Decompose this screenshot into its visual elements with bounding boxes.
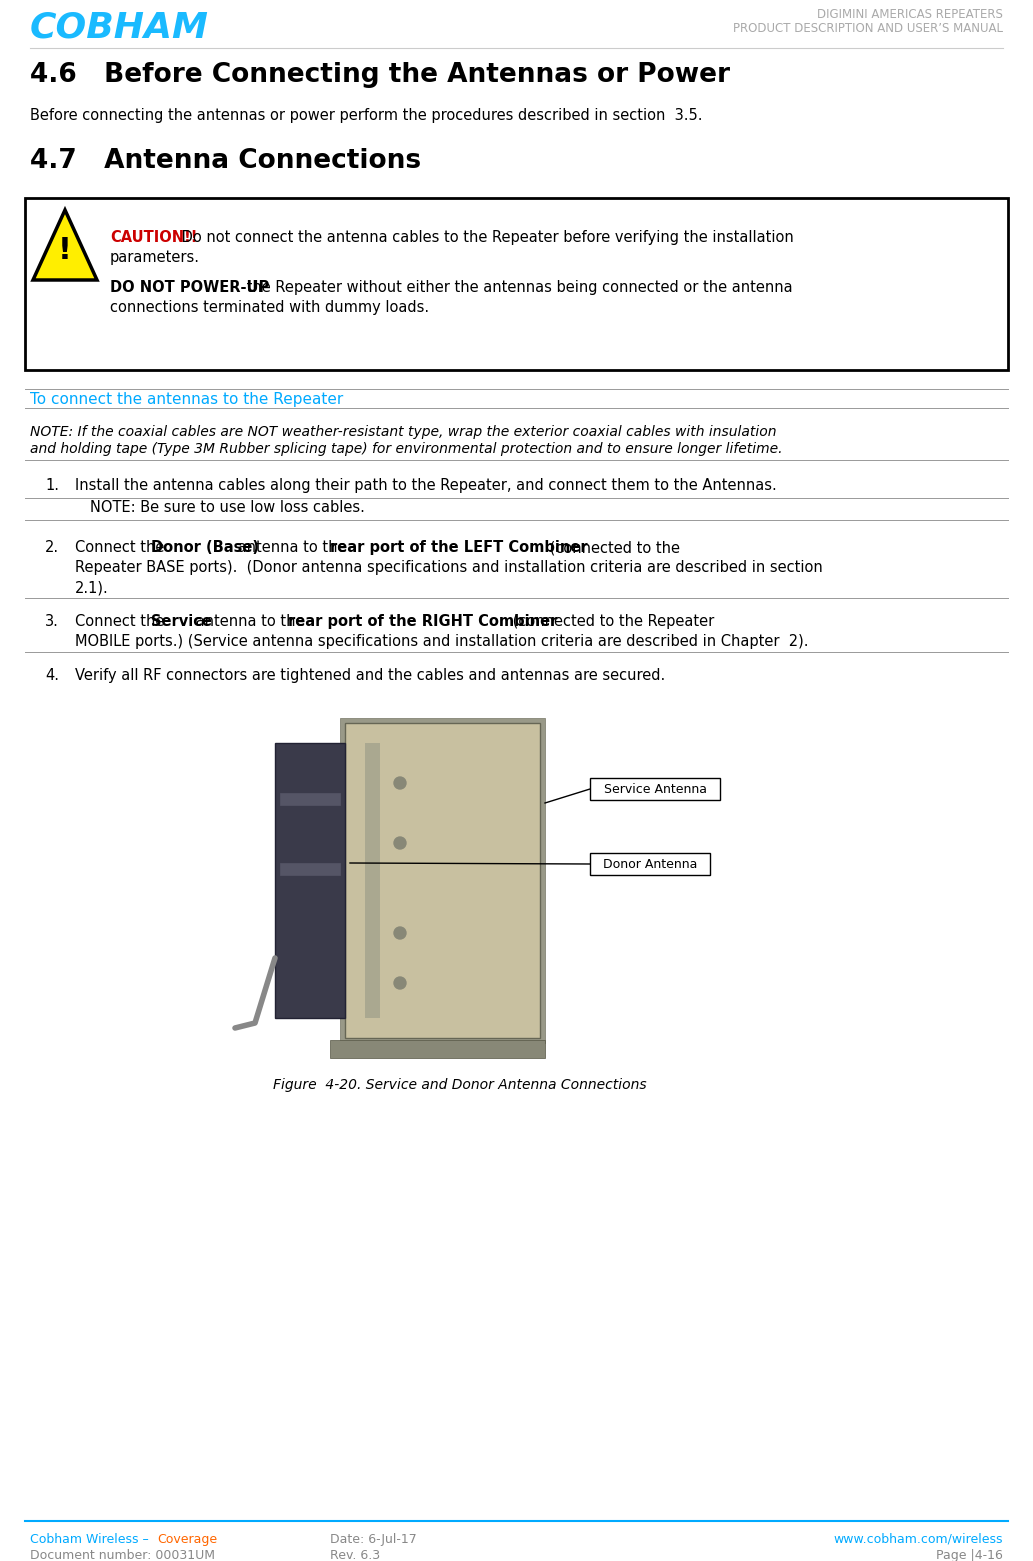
Text: 2.1).: 2.1). (75, 581, 108, 595)
Text: (connected to the: (connected to the (545, 540, 680, 556)
Text: www.cobham.com/wireless: www.cobham.com/wireless (834, 1533, 1003, 1545)
Text: !: ! (58, 236, 72, 264)
FancyBboxPatch shape (275, 743, 345, 1018)
FancyBboxPatch shape (25, 198, 1008, 370)
Text: 4.6   Before Connecting the Antennas or Power: 4.6 Before Connecting the Antennas or Po… (30, 62, 730, 87)
Text: Service: Service (151, 613, 212, 629)
Text: Repeater BASE ports).  (Donor antenna specifications and installation criteria a: Repeater BASE ports). (Donor antenna spe… (75, 560, 822, 574)
Text: Connect the: Connect the (75, 540, 169, 556)
Text: NOTE: Be sure to use low loss cables.: NOTE: Be sure to use low loss cables. (90, 500, 365, 515)
Text: 1.: 1. (45, 478, 59, 493)
Text: Donor (Base): Donor (Base) (151, 540, 259, 556)
Text: PRODUCT DESCRIPTION AND USER’S MANUAL: PRODUCT DESCRIPTION AND USER’S MANUAL (733, 22, 1003, 34)
Text: the Repeater without either the antennas being connected or the antenna: the Repeater without either the antennas… (242, 279, 792, 295)
Circle shape (394, 777, 406, 788)
Text: Before connecting the antennas or power perform the procedures described in sect: Before connecting the antennas or power … (30, 108, 702, 123)
Text: Do not connect the antenna cables to the Repeater before verifying the installat: Do not connect the antenna cables to the… (177, 229, 793, 245)
Text: Page |4-16: Page |4-16 (936, 1549, 1003, 1561)
Text: 2.: 2. (45, 540, 59, 556)
FancyBboxPatch shape (590, 777, 720, 799)
Text: Document number: 00031UM: Document number: 00031UM (30, 1549, 215, 1561)
FancyBboxPatch shape (365, 743, 380, 1018)
FancyBboxPatch shape (340, 718, 545, 1043)
FancyBboxPatch shape (280, 793, 340, 805)
Circle shape (394, 977, 406, 990)
Text: Install the antenna cables along their path to the Repeater, and connect them to: Install the antenna cables along their p… (75, 478, 777, 493)
Text: MOBILE ports.) (Service antenna specifications and installation criteria are des: MOBILE ports.) (Service antenna specific… (75, 634, 809, 649)
Text: Figure  4-20. Service and Donor Antenna Connections: Figure 4-20. Service and Donor Antenna C… (273, 1079, 647, 1093)
Text: and holding tape (Type 3M Rubber splicing tape) for environmental protection and: and holding tape (Type 3M Rubber splicin… (30, 442, 783, 456)
Text: DIGIMINI AMERICAS REPEATERS: DIGIMINI AMERICAS REPEATERS (817, 8, 1003, 20)
Text: CAUTION!!: CAUTION!! (109, 229, 197, 245)
Text: rear port of the LEFT Combiner: rear port of the LEFT Combiner (330, 540, 588, 556)
Text: Date: 6-Jul-17: Date: 6-Jul-17 (330, 1533, 416, 1545)
Text: NOTE: If the coaxial cables are NOT weather-resistant type, wrap the exterior co: NOTE: If the coaxial cables are NOT weat… (30, 425, 777, 439)
Text: Coverage: Coverage (157, 1533, 217, 1545)
FancyBboxPatch shape (280, 863, 340, 876)
Text: 4.: 4. (45, 668, 59, 684)
Text: Verify all RF connectors are tightened and the cables and antennas are secured.: Verify all RF connectors are tightened a… (75, 668, 665, 684)
Text: Service Antenna: Service Antenna (603, 782, 707, 796)
Text: COBHAM: COBHAM (30, 9, 209, 44)
Polygon shape (33, 211, 97, 279)
Text: antenna to the: antenna to the (233, 540, 351, 556)
FancyBboxPatch shape (590, 852, 710, 876)
Text: 4.7   Antenna Connections: 4.7 Antenna Connections (30, 148, 421, 173)
Text: DO NOT POWER-UP: DO NOT POWER-UP (109, 279, 270, 295)
Text: Rev. 6.3: Rev. 6.3 (330, 1549, 380, 1561)
Circle shape (394, 927, 406, 940)
Text: To connect the antennas to the Repeater: To connect the antennas to the Repeater (30, 392, 343, 407)
Text: Connect the: Connect the (75, 613, 169, 629)
Text: Donor Antenna: Donor Antenna (603, 857, 697, 871)
Text: rear port of the RIGHT Combiner: rear port of the RIGHT Combiner (288, 613, 558, 629)
FancyBboxPatch shape (345, 723, 540, 1038)
Text: (connected to the Repeater: (connected to the Repeater (508, 613, 714, 629)
Text: antenna to the: antenna to the (191, 613, 309, 629)
Text: parameters.: parameters. (109, 250, 200, 265)
Text: Cobham Wireless –: Cobham Wireless – (30, 1533, 153, 1545)
FancyBboxPatch shape (330, 1040, 545, 1058)
Text: 3.: 3. (45, 613, 59, 629)
Text: connections terminated with dummy loads.: connections terminated with dummy loads. (109, 300, 429, 315)
Circle shape (394, 837, 406, 849)
